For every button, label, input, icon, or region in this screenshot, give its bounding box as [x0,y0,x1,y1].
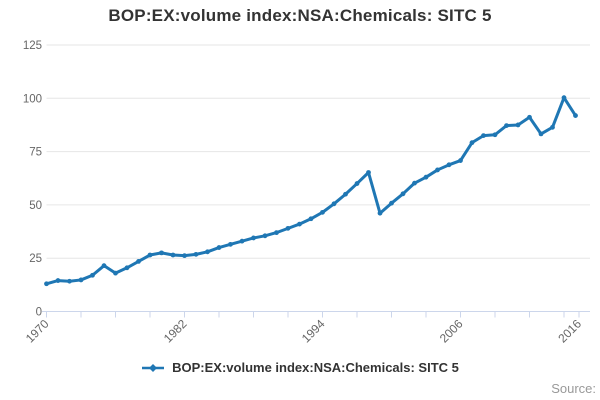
gridlines [46,44,590,259]
legend: BOP:EX:volume index:NSA:Chemicals: SITC … [0,360,600,375]
svg-text:2016: 2016 [555,316,584,345]
svg-text:25: 25 [29,253,42,265]
chart-plot: 0 25 50 75 100 125 1970 1982 1994 2006 2016 [23,40,590,346]
svg-text:1994: 1994 [299,316,328,345]
series-markers [44,95,578,287]
svg-text:50: 50 [29,200,42,212]
legend-item-label: BOP:EX:volume index:NSA:Chemicals: SITC … [172,360,459,375]
series-line [45,96,577,286]
svg-text:1970: 1970 [23,316,52,345]
svg-text:100: 100 [23,93,42,105]
x-axis-ticks [46,311,580,318]
y-axis-labels: 0 25 50 75 100 125 [23,40,42,319]
legend-line-marker-icon [142,363,165,372]
source-label: Source: [551,381,596,396]
legend-item[interactable]: BOP:EX:volume index:NSA:Chemicals: SITC … [141,360,459,375]
svg-text:0: 0 [36,307,42,319]
chart-title: BOP:EX:volume index:NSA:Chemicals: SITC … [108,6,492,25]
svg-text:125: 125 [23,40,42,52]
svg-text:2006: 2006 [437,316,466,345]
svg-text:75: 75 [29,147,42,159]
svg-text:1982: 1982 [161,316,190,345]
x-axis-labels: 1970 1982 1994 2006 2016 [23,316,585,345]
